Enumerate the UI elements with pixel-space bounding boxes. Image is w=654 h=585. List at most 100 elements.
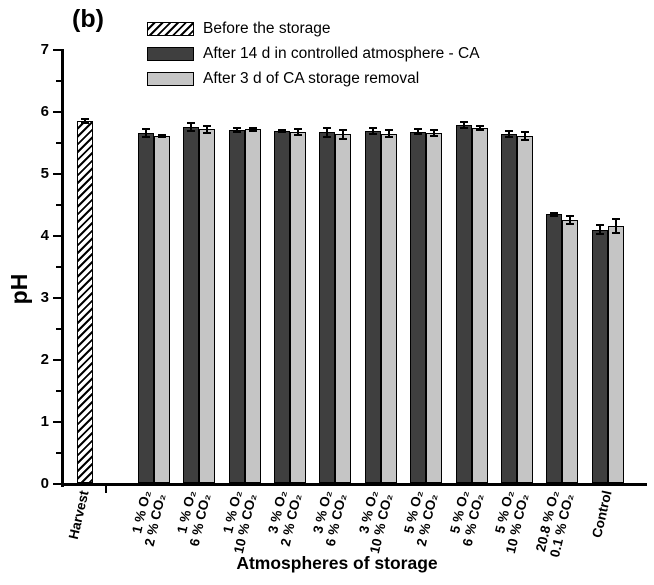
error-bar-cap (157, 133, 166, 136)
error-bar-line (342, 129, 345, 139)
legend-label: After 14 d in controlled atmosphere - CA (203, 45, 480, 62)
y-tick-label: 6 (40, 103, 49, 120)
bar-ca14 (591, 229, 608, 483)
y-tick-label: 0 (40, 475, 49, 492)
y-minor-tick (56, 204, 61, 206)
error-bar-cap (157, 136, 166, 139)
y-tick-label: 4 (40, 227, 49, 244)
error-bar-cap (187, 129, 196, 132)
bar-ca14 (137, 133, 154, 483)
error-bar-line (206, 125, 209, 134)
legend-item: After 14 d in controlled atmosphere - CA (147, 45, 480, 63)
y-major-tick (53, 111, 61, 113)
x-axis-title: Atmospheres of storage (236, 553, 438, 573)
error-bar-line (326, 127, 329, 138)
bar-removal3 (517, 136, 533, 483)
error-bar-line (433, 129, 436, 137)
bar-before (76, 121, 93, 483)
bar-ca14 (274, 131, 290, 483)
error-bar-cap (278, 131, 286, 134)
y-major-tick (53, 235, 61, 237)
error-bar-line (371, 128, 374, 135)
y-minor-tick (56, 142, 61, 144)
error-bar-cap (203, 132, 212, 135)
legend-swatch-removal3 (147, 72, 194, 86)
y-minor-tick (56, 80, 61, 82)
bar-ca14 (228, 129, 245, 483)
y-minor-tick (56, 266, 61, 268)
error-bar-line (417, 129, 420, 135)
error-bar-cap (566, 214, 575, 217)
bar-ca14 (546, 214, 563, 483)
error-bar-line (462, 121, 465, 129)
error-bar-cap (505, 136, 513, 139)
bar-removal3 (562, 219, 579, 483)
y-major-tick (53, 359, 61, 361)
legend-swatch-ca14 (147, 47, 194, 61)
error-bar-cap (80, 122, 89, 125)
error-bar-line (387, 129, 390, 138)
y-major-tick (53, 421, 61, 423)
error-bar-line (297, 128, 299, 135)
error-bar-cap (323, 136, 332, 139)
legend-swatch-before (147, 22, 194, 36)
y-minor-tick (56, 390, 61, 392)
y-tick-label: 7 (40, 41, 49, 58)
x-tick (105, 486, 107, 493)
error-bar-line (160, 134, 163, 138)
error-bar-cap (521, 138, 529, 141)
bar-removal3 (335, 134, 352, 483)
error-bar-line (190, 123, 193, 131)
legend-item: Before the storage (147, 20, 480, 38)
error-bar-cap (368, 127, 377, 130)
error-bar-cap (339, 128, 348, 131)
error-bar-cap (430, 128, 439, 131)
bar-ca14 (364, 131, 381, 483)
y-major-tick (53, 297, 61, 299)
x-category-label: 20.8 % O₂ 0.1 % CO₂ (527, 489, 576, 583)
bar-ca14 (183, 126, 200, 483)
legend: Before the storage After 14 d in controll… (147, 20, 480, 88)
error-bar-cap (475, 128, 484, 131)
bar-removal3 (153, 136, 170, 483)
error-bar-cap (368, 133, 377, 136)
error-bar-cap (141, 136, 150, 139)
error-bar-cap (505, 130, 513, 133)
y-major-tick (53, 173, 61, 175)
y-major-tick (53, 49, 61, 51)
error-bar-cap (141, 127, 150, 130)
error-bar-cap (459, 120, 468, 123)
error-bar-line (478, 126, 481, 130)
error-bar-cap (430, 135, 439, 138)
error-bar-cap (294, 127, 302, 130)
error-bar-cap (611, 218, 620, 221)
y-tick-label: 2 (40, 351, 49, 368)
error-bar-cap (323, 126, 332, 129)
x-category-label: Harvest (57, 489, 92, 580)
y-tick-label: 1 (40, 413, 49, 430)
y-axis-line (61, 49, 64, 487)
error-bar-cap (550, 214, 559, 217)
error-bar-line (598, 225, 601, 235)
panel-label: (b) (72, 5, 104, 33)
bar-removal3 (199, 129, 216, 483)
error-bar-cap (459, 127, 468, 130)
x-category-label-line: Harvest (65, 489, 92, 541)
error-bar-line (569, 215, 572, 225)
error-bar-cap (80, 118, 89, 121)
bar-removal3 (380, 133, 397, 483)
y-tick-label: 3 (40, 289, 49, 306)
error-bar-cap (203, 124, 212, 127)
legend-label: After 3 d of CA storage removal (203, 70, 420, 87)
error-bar-line (144, 128, 147, 138)
error-bar-cap (384, 136, 393, 139)
error-bar-cap (595, 233, 604, 236)
bar-ca14 (501, 134, 517, 483)
legend-label: Before the storage (203, 20, 331, 37)
error-bar-cap (248, 127, 257, 130)
y-minor-tick (56, 452, 61, 454)
bar-ca14 (410, 131, 427, 483)
error-bar-cap (232, 130, 241, 133)
bar-ca14 (455, 125, 472, 483)
error-bar-line (251, 128, 254, 131)
